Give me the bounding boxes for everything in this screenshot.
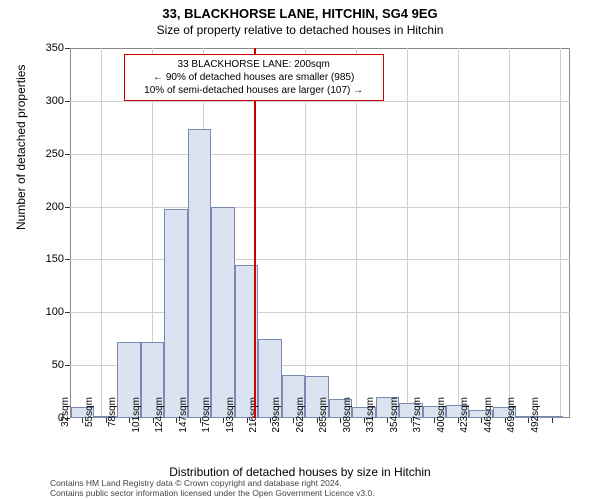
y-tick-mark bbox=[65, 48, 70, 49]
x-tick-label: 423sqm bbox=[459, 397, 470, 447]
plot-area: 05010015020025030035032sqm55sqm78sqm101s… bbox=[70, 48, 570, 418]
y-tick-mark bbox=[65, 154, 70, 155]
y-tick-label: 300 bbox=[46, 95, 64, 107]
y-tick-label: 350 bbox=[46, 42, 64, 54]
gridline-vertical bbox=[305, 48, 306, 418]
gridline-vertical bbox=[407, 48, 408, 418]
gridline-vertical bbox=[560, 48, 561, 418]
x-tick-label: 469sqm bbox=[506, 397, 517, 447]
x-tick-label: 124sqm bbox=[154, 397, 165, 447]
attribution: Contains HM Land Registry data © Crown c… bbox=[50, 478, 375, 498]
y-tick-mark bbox=[65, 312, 70, 313]
histogram-bar bbox=[164, 209, 187, 418]
gridline-horizontal bbox=[70, 312, 570, 313]
x-tick-label: 308sqm bbox=[342, 397, 353, 447]
x-tick-label: 400sqm bbox=[436, 397, 447, 447]
chart-subtitle: Size of property relative to detached ho… bbox=[0, 21, 600, 37]
y-tick-label: 200 bbox=[46, 201, 64, 213]
x-tick-mark bbox=[223, 418, 224, 423]
x-tick-label: 262sqm bbox=[295, 397, 306, 447]
y-tick-mark bbox=[65, 207, 70, 208]
reference-line bbox=[254, 48, 256, 418]
annotation-line1: 33 BLACKHORSE LANE: 200sqm bbox=[131, 58, 377, 71]
gridline-horizontal bbox=[70, 259, 570, 260]
y-tick-label: 50 bbox=[52, 359, 64, 371]
annotation-line3: 10% of semi-detached houses are larger (… bbox=[131, 84, 377, 97]
gridline-horizontal bbox=[70, 154, 570, 155]
chart-title: 33, BLACKHORSE LANE, HITCHIN, SG4 9EG bbox=[0, 0, 600, 21]
x-tick-label: 354sqm bbox=[389, 397, 400, 447]
annotation-line2: ← 90% of detached houses are smaller (98… bbox=[131, 71, 377, 84]
y-tick-label: 100 bbox=[46, 306, 64, 318]
y-tick-label: 250 bbox=[46, 148, 64, 160]
x-tick-mark bbox=[552, 418, 553, 423]
x-tick-label: 78sqm bbox=[107, 397, 118, 447]
chart-container: 33, BLACKHORSE LANE, HITCHIN, SG4 9EG Si… bbox=[0, 0, 600, 500]
x-tick-label: 147sqm bbox=[178, 397, 189, 447]
x-tick-label: 55sqm bbox=[84, 397, 95, 447]
y-tick-mark bbox=[65, 101, 70, 102]
x-tick-mark bbox=[528, 418, 529, 423]
x-tick-label: 101sqm bbox=[131, 397, 142, 447]
gridline-vertical bbox=[356, 48, 357, 418]
x-tick-label: 239sqm bbox=[271, 397, 282, 447]
y-tick-mark bbox=[65, 259, 70, 260]
gridline-horizontal bbox=[70, 207, 570, 208]
y-tick-mark bbox=[65, 365, 70, 366]
histogram-bar bbox=[188, 129, 211, 418]
y-tick-label: 150 bbox=[46, 253, 64, 265]
attribution-line1: Contains HM Land Registry data © Crown c… bbox=[50, 478, 375, 488]
y-axis-label: Number of detached properties bbox=[14, 65, 28, 230]
histogram-bar bbox=[211, 207, 234, 418]
x-tick-label: 285sqm bbox=[318, 397, 329, 447]
x-tick-label: 32sqm bbox=[60, 397, 71, 447]
x-tick-label: 446sqm bbox=[483, 397, 494, 447]
x-tick-label: 492sqm bbox=[530, 397, 541, 447]
attribution-line2: Contains public sector information licen… bbox=[50, 488, 375, 498]
x-tick-label: 170sqm bbox=[201, 397, 212, 447]
gridline-vertical bbox=[101, 48, 102, 418]
gridline-vertical bbox=[458, 48, 459, 418]
x-tick-label: 377sqm bbox=[412, 397, 423, 447]
gridline-vertical bbox=[509, 48, 510, 418]
x-tick-label: 331sqm bbox=[365, 397, 376, 447]
annotation-box: 33 BLACKHORSE LANE: 200sqm ← 90% of deta… bbox=[124, 54, 384, 101]
x-tick-mark bbox=[176, 418, 177, 423]
x-tick-label: 193sqm bbox=[225, 397, 236, 447]
